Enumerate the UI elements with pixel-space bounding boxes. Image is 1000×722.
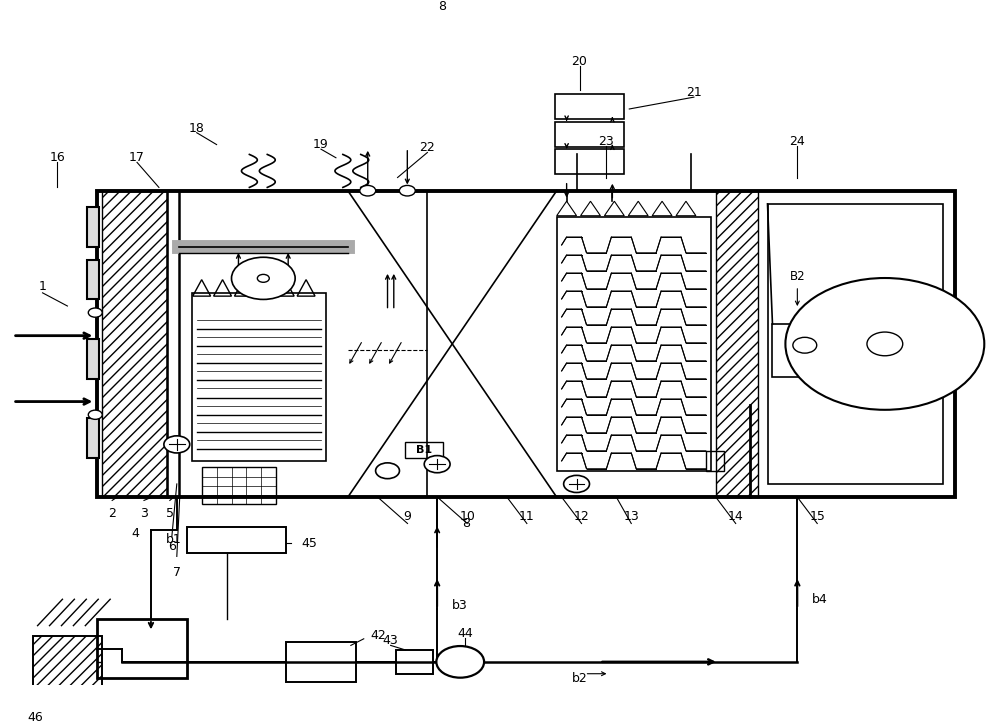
Text: b4: b4: [812, 593, 828, 606]
Circle shape: [424, 456, 450, 473]
Text: B1: B1: [416, 445, 432, 455]
Text: 42: 42: [371, 629, 386, 642]
Text: B2: B2: [790, 269, 805, 282]
Text: 8: 8: [438, 0, 446, 13]
Text: 7: 7: [173, 566, 181, 579]
Text: 1: 1: [39, 279, 46, 292]
Text: 16: 16: [50, 151, 65, 164]
Circle shape: [436, 646, 484, 678]
Circle shape: [376, 463, 399, 479]
Bar: [102, 191, 167, 497]
Bar: [202, 467, 276, 504]
Bar: [33, 635, 102, 701]
Circle shape: [360, 186, 376, 196]
Text: 17: 17: [129, 151, 145, 164]
Text: 19: 19: [313, 138, 329, 151]
Text: 12: 12: [574, 510, 589, 523]
Circle shape: [257, 274, 269, 282]
Bar: [772, 324, 827, 377]
Bar: [87, 260, 99, 300]
Text: 10: 10: [459, 510, 475, 523]
Bar: [716, 191, 758, 497]
Text: 20: 20: [572, 55, 587, 68]
Circle shape: [88, 410, 102, 419]
Circle shape: [785, 278, 984, 410]
Text: 14: 14: [728, 510, 744, 523]
Bar: [555, 149, 624, 174]
Bar: [97, 619, 187, 679]
Text: 22: 22: [420, 142, 435, 155]
Bar: [768, 204, 943, 484]
Bar: [396, 650, 433, 674]
Bar: [87, 418, 99, 458]
Circle shape: [232, 257, 295, 300]
Bar: [555, 121, 624, 147]
Text: 24: 24: [789, 135, 805, 148]
Text: 44: 44: [457, 627, 473, 640]
Text: 13: 13: [623, 510, 639, 523]
Bar: [706, 451, 724, 471]
Text: 18: 18: [189, 121, 205, 134]
Text: 3: 3: [140, 507, 148, 520]
Bar: [192, 293, 326, 461]
Bar: [555, 94, 624, 119]
Text: 46: 46: [28, 711, 43, 722]
Circle shape: [793, 337, 817, 353]
Text: 11: 11: [519, 510, 535, 523]
Circle shape: [867, 332, 903, 356]
Bar: [557, 217, 711, 471]
Bar: [286, 642, 356, 682]
Text: 4: 4: [131, 527, 139, 540]
Text: 15: 15: [809, 510, 825, 523]
Bar: [87, 207, 99, 247]
Text: 2: 2: [108, 507, 116, 520]
Bar: [405, 442, 443, 458]
Bar: [187, 527, 286, 553]
Text: b1: b1: [166, 534, 182, 547]
Text: 21: 21: [686, 86, 702, 99]
Text: 45: 45: [301, 536, 317, 549]
Text: b2: b2: [572, 672, 587, 685]
Text: 5: 5: [166, 507, 174, 520]
Bar: [97, 191, 955, 497]
Text: 9: 9: [404, 510, 411, 523]
Circle shape: [164, 436, 190, 453]
Text: 43: 43: [383, 634, 398, 648]
Text: 6: 6: [168, 540, 176, 553]
Text: 23: 23: [599, 135, 614, 148]
Circle shape: [88, 308, 102, 317]
Text: b3: b3: [452, 599, 468, 612]
Circle shape: [564, 475, 590, 492]
Circle shape: [399, 186, 415, 196]
Text: 8: 8: [462, 517, 470, 530]
Bar: [87, 339, 99, 378]
